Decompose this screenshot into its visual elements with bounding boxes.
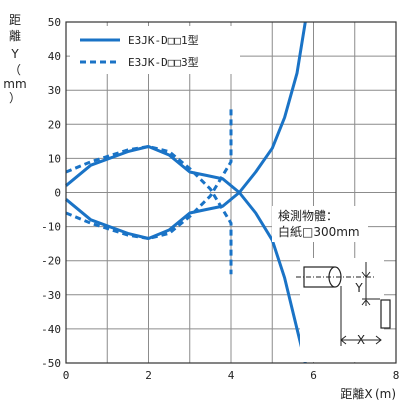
series-line bbox=[65, 21, 307, 240]
target-object bbox=[380, 299, 391, 329]
y-tick-label: 30 bbox=[48, 84, 61, 97]
annotation: 検測物體：白紙□300mm Y X bbox=[272, 206, 391, 362]
series-line bbox=[65, 145, 233, 275]
y-dim-label: Y bbox=[354, 281, 363, 295]
legend-label: E3JK-D□□1型 bbox=[128, 33, 199, 47]
y-axis-label-char: 離 bbox=[9, 29, 21, 43]
y-axis-label-char: mm bbox=[3, 77, 26, 91]
series-line bbox=[65, 107, 233, 240]
series-line bbox=[65, 145, 307, 364]
y-tick-label: -10 bbox=[41, 221, 61, 234]
legend-label: E3JK-D□□3型 bbox=[128, 55, 199, 69]
x-dim-label: X bbox=[357, 333, 365, 347]
x-tick-label: 6 bbox=[310, 369, 317, 382]
y-axis-label-char: Y bbox=[10, 47, 19, 61]
y-tick-label: -50 bbox=[41, 357, 61, 370]
legend-box bbox=[70, 26, 240, 74]
annotation-line2: 白紙□300mm bbox=[278, 224, 360, 239]
annotation-bg bbox=[272, 206, 368, 242]
y-axis-label-char: ） bbox=[9, 91, 21, 105]
y-axis-label-char: （ bbox=[9, 63, 21, 77]
x-tick-label: 4 bbox=[228, 369, 235, 382]
y-tick-label: 10 bbox=[48, 152, 61, 165]
x-tick-label: 2 bbox=[145, 369, 152, 382]
y-tick-label: -30 bbox=[41, 289, 61, 302]
x-tick-label: 8 bbox=[393, 369, 400, 382]
x-dim-arrow bbox=[375, 335, 382, 345]
y-dim-arrow bbox=[361, 299, 371, 306]
y-tick-label: 40 bbox=[48, 50, 61, 63]
y-dim-arrow bbox=[361, 271, 371, 278]
y-tick-label: 20 bbox=[48, 118, 61, 131]
x-dim-arrow bbox=[340, 335, 347, 345]
y-tick-label: 0 bbox=[54, 187, 61, 200]
annotation-line1: 検測物體： bbox=[278, 209, 338, 223]
series-lines bbox=[65, 21, 307, 364]
legend: E3JK-D□□1型 E3JK-D□□3型 bbox=[70, 26, 240, 74]
x-tick-label: 0 bbox=[63, 369, 70, 382]
y-tick-label: -20 bbox=[41, 255, 61, 268]
y-tick-label: -40 bbox=[41, 323, 61, 336]
plot-frame bbox=[65, 21, 397, 364]
y-axis-label-char: 距 bbox=[9, 13, 21, 27]
y-tick-label: 50 bbox=[48, 16, 61, 29]
x-axis-label: 距離X (m) bbox=[340, 387, 396, 401]
